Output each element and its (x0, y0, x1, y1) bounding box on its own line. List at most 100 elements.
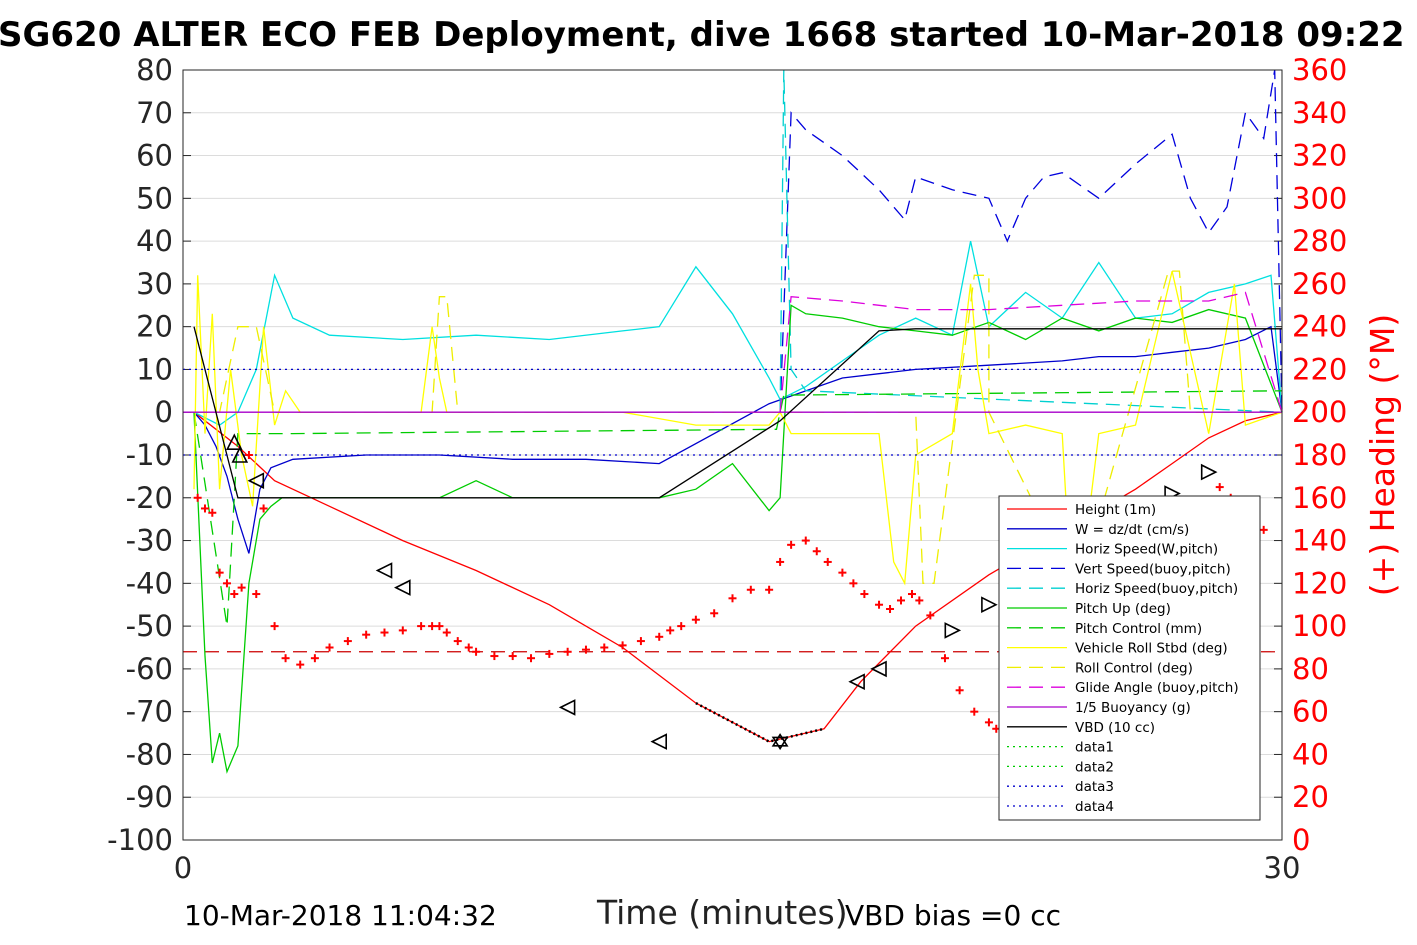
heading-point (208, 508, 217, 517)
y2-tick-label: 180 (1292, 438, 1347, 472)
x-tick-label: 0 (174, 851, 192, 885)
heading-point (970, 707, 979, 716)
vbd-marker (231, 446, 249, 463)
y-tick-label: 50 (136, 181, 173, 215)
legend-label: Pitch Up (deg) (1075, 601, 1171, 617)
legend-label: Vehicle Roll Stbd (deg) (1075, 641, 1228, 657)
heading-point (193, 493, 202, 502)
heading-point (691, 615, 700, 624)
heading-point (655, 632, 664, 641)
heading-point (860, 590, 869, 599)
series-line-5 (193, 304, 1283, 774)
y-tick-label: 30 (136, 267, 173, 301)
vbd-marker-star (771, 736, 789, 751)
vbd-marker (848, 673, 865, 690)
y2-tick-label: 0 (1292, 823, 1310, 857)
heading-point (581, 645, 590, 654)
heading-point (310, 654, 319, 663)
y2-tick-label: 360 (1292, 53, 1347, 87)
y2-tick-label: 260 (1292, 267, 1347, 301)
heading-point (200, 504, 209, 513)
heading-point (453, 637, 462, 646)
y-tick-label: 40 (136, 224, 173, 258)
heading-point (222, 579, 231, 588)
series-line-9 (779, 291, 1283, 413)
heading-point (984, 718, 993, 727)
heading-point (849, 579, 858, 588)
y-tick-label: 80 (136, 53, 173, 87)
legend-label: Height (1m) (1075, 502, 1156, 518)
heading-point (417, 622, 426, 631)
heading-point (296, 660, 305, 669)
heading-point (666, 626, 675, 635)
y2-tick-label: 20 (1292, 780, 1329, 814)
y-tick-label: 0 (155, 395, 173, 429)
heading-point (728, 594, 737, 603)
y-tick-label: -60 (126, 652, 173, 686)
heading-point (259, 504, 268, 513)
vbd-marker (771, 733, 789, 747)
y-tick-label: -10 (126, 438, 173, 472)
heading-point (343, 637, 352, 646)
heading-point (955, 686, 964, 695)
y-tick-label: -50 (126, 609, 173, 643)
series-line-3 (779, 69, 1283, 413)
footer-timestamp: 10-Mar-2018 11:04:32 (184, 899, 497, 932)
heading-point (442, 628, 451, 637)
y-tick-label: -20 (126, 481, 173, 515)
legend-label: VBD (10 cc) (1075, 720, 1155, 736)
y2-tick-label: 300 (1292, 181, 1347, 215)
heading-point (897, 596, 906, 605)
series-line-1 (193, 325, 1283, 554)
heading-point (508, 652, 517, 661)
heading-point (776, 557, 785, 566)
vbd-marker (394, 579, 411, 596)
heading-point (636, 637, 645, 646)
heading-point (812, 547, 821, 556)
legend-label: data2 (1075, 759, 1114, 775)
vbd-marker (981, 596, 998, 613)
heading-point (472, 647, 481, 656)
heading-point (252, 590, 261, 599)
y2-tick-label: 240 (1292, 310, 1347, 344)
legend-label: data3 (1075, 779, 1114, 795)
legend-label: Glide Angle (buoy,pitch) (1075, 680, 1239, 696)
heading-point (908, 590, 917, 599)
heading-point (1215, 483, 1224, 492)
y-tick-label: 20 (136, 310, 173, 344)
vbd-marker (650, 733, 668, 750)
y-tick-label: 60 (136, 139, 173, 173)
heading-point (428, 622, 437, 631)
heading-point (677, 622, 686, 631)
series-line-4 (779, 69, 1283, 413)
vbd-marker (375, 562, 393, 579)
x-axis-label: Time (minutes) (597, 893, 848, 932)
y2-tick-label: 320 (1292, 139, 1347, 173)
heading-point (270, 622, 279, 631)
x-tick-label: 30 (1264, 851, 1301, 885)
heading-point (237, 583, 246, 592)
y2-tick-label: 80 (1292, 652, 1329, 686)
y2-tick-label: 340 (1292, 96, 1347, 130)
heading-point (838, 568, 847, 577)
legend-label: Pitch Control (mm) (1075, 621, 1202, 637)
heading-point (563, 647, 572, 656)
heading-point (490, 652, 499, 661)
y2-tick-label: 200 (1292, 395, 1347, 429)
legend-label: data4 (1075, 799, 1114, 815)
heading-point (926, 611, 935, 620)
heading-point (362, 630, 371, 639)
y-tick-label: -90 (126, 780, 173, 814)
legend-label: 1/5 Buoyancy (g) (1075, 700, 1191, 716)
heading-point (398, 626, 407, 635)
y2-tick-label: 40 (1292, 737, 1329, 771)
y2-axis-label: (+) Heading (°M) (1363, 314, 1402, 596)
y2-tick-label: 140 (1292, 524, 1347, 558)
vbd-marker (247, 472, 265, 489)
heading-point (823, 557, 832, 566)
vbd-marker (1200, 463, 1218, 481)
heading-point (801, 536, 810, 545)
y2-tick-label: 60 (1292, 695, 1329, 729)
heading-point (746, 585, 755, 594)
